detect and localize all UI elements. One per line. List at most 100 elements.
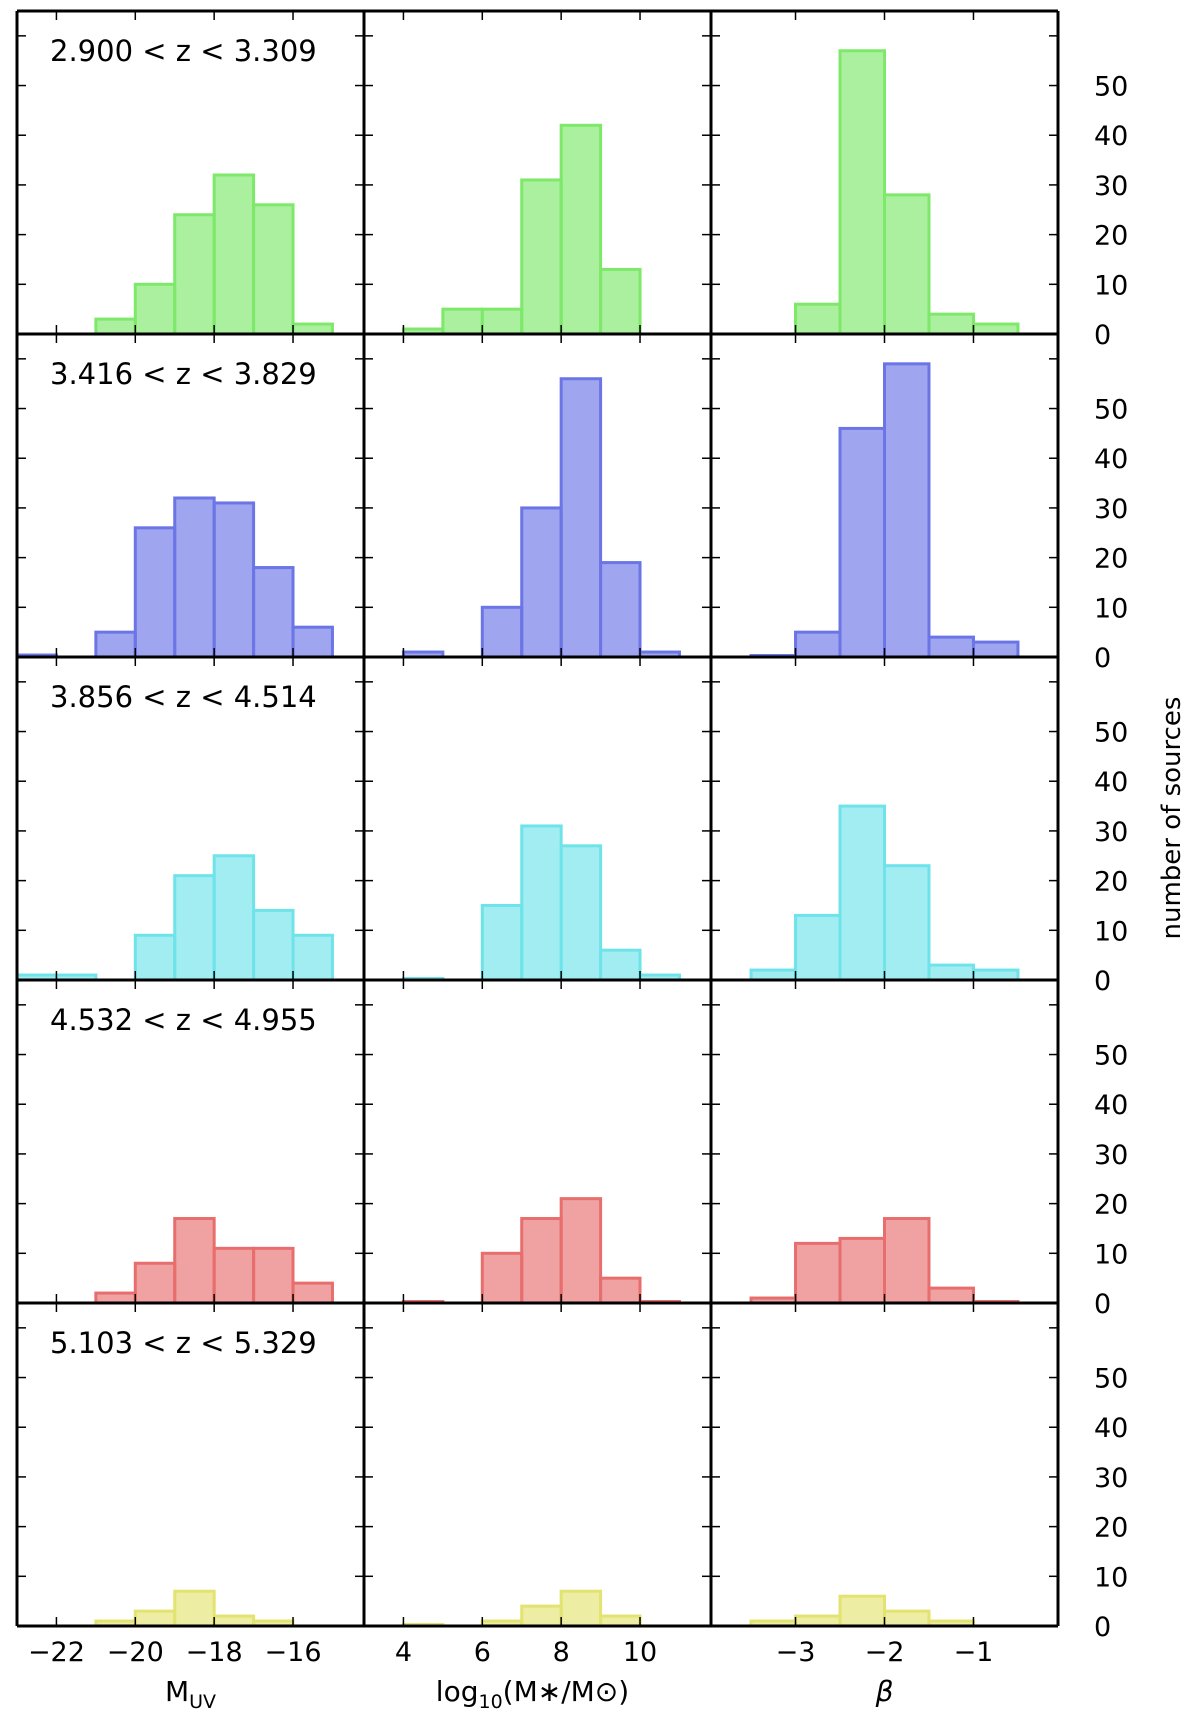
histogram-bar [927,963,975,982]
histogram-bar [252,203,295,336]
redshift-label: 4.532 < z < 4.955 [50,1003,317,1037]
y-tick-label: 20 [1094,221,1128,252]
histogram-bar [173,213,216,336]
histogram-bar [252,1246,295,1305]
histogram-bar [559,1589,603,1628]
y-tick-label: 40 [1094,444,1128,475]
x-tick-label: −1 [954,1637,994,1668]
histogram-bar [133,933,177,982]
histogram-bar [794,302,842,336]
x-tick-label: 6 [474,1637,491,1668]
y-tick-label: 20 [1094,1190,1128,1221]
x-tick-label: −2 [865,1637,905,1668]
y-tick-label: 40 [1094,1090,1128,1121]
y-tick-label: 50 [1094,72,1128,103]
histogram-bar [133,526,177,659]
histogram-bar [212,173,256,336]
histogram-bar [927,312,975,336]
redshift-label: 3.856 < z < 4.514 [50,680,317,714]
histogram-bar [291,933,334,982]
histogram-bar [133,1261,177,1305]
y-tick-label: 20 [1094,1513,1128,1544]
histogram-bar [883,1609,931,1628]
histogram-bar [794,630,842,659]
histogram-bar [212,501,256,659]
histogram-bar [838,804,886,982]
y-tick-label: 0 [1094,966,1111,997]
x-axis-title: β [875,1675,894,1708]
histogram-bar [838,1236,886,1305]
histogram-bar [927,635,975,659]
histogram-bar [559,377,603,659]
histogram-bar [173,1589,216,1628]
histogram-bar [559,1197,603,1305]
x-tick-label: −18 [186,1637,243,1668]
x-tick-label: −3 [776,1637,816,1668]
histogram-bar [291,625,334,659]
y-tick-label: 50 [1094,718,1128,749]
histogram-bar [252,566,295,659]
histogram-bar [599,561,642,659]
y-tick-label: 10 [1094,270,1128,301]
panel-frames [15,9,1060,1628]
x-tick-label: 8 [553,1637,570,1668]
y-tick-label: 40 [1094,1413,1128,1444]
y-tick-label: 10 [1094,916,1128,947]
histogram-bar [927,1286,975,1305]
histogram-bar [173,496,216,659]
histogram-bar [173,874,216,982]
histogram-bar [252,908,295,982]
x-tick-label: −20 [107,1637,164,1668]
histogram-bar [520,1217,563,1305]
y-tick-label: 0 [1094,643,1111,674]
histogram-bar [559,844,603,982]
redshift-label: 3.416 < z < 3.829 [50,357,317,391]
x-axis-title: log10(M∗/M⊙) [436,1675,629,1713]
histogram-bar [480,1251,524,1305]
y-tick-label: 10 [1094,593,1128,624]
histogram-bar [794,913,842,982]
histogram-bar [480,903,524,982]
panel-row-2: 3.856 < z < 4.514 0 10 20 30 40 50 [15,657,1128,997]
histogram-bar [599,948,642,982]
x-tick-label: −16 [265,1637,322,1668]
y-tick-label: 50 [1094,1041,1128,1072]
histogram-bar [94,630,137,659]
histogram-bar [838,1594,886,1628]
histogram-bar [794,1241,842,1305]
histogram-bar [212,854,256,982]
panel-row-4: 5.103 < z < 5.329 0 10 20 30 40 50 [17,1303,1128,1643]
histogram-bar [520,824,563,982]
x-axis-title: MUV [165,1675,216,1713]
y-tick-label: 30 [1094,817,1128,848]
y-tick-label: 30 [1094,494,1128,525]
histogram-bar [441,307,484,336]
x-tick-label: −22 [28,1637,85,1668]
histogram-bar [480,605,524,659]
histogram-bar [883,193,931,336]
y-tick-label: 20 [1094,867,1128,898]
y-tick-label: 40 [1094,121,1128,152]
redshift-label: 2.900 < z < 3.309 [50,34,317,68]
y-tick-label: 50 [1094,395,1128,426]
histogram-bar [520,178,563,336]
y-tick-label: 0 [1094,1289,1111,1320]
histogram-bar [133,1609,177,1628]
y-tick-label: 30 [1094,1463,1128,1494]
y-tick-label: 30 [1094,171,1128,202]
histogram-bar [838,426,886,659]
histogram-bar [971,640,1020,659]
histogram-bar [520,1604,563,1628]
y-tick-label: 0 [1094,320,1111,351]
histogram-bar [94,317,137,336]
histogram-bar [173,1217,216,1305]
histogram-bar [883,864,931,982]
histogram-bar [212,1246,256,1305]
x-tick-label: 4 [395,1637,412,1668]
y-tick-label: 0 [1094,1612,1111,1643]
y-tick-label: 30 [1094,1140,1128,1171]
histogram-bar [520,506,563,659]
y-tick-label: 50 [1094,1364,1128,1395]
y-tick-label: 10 [1094,1239,1128,1270]
